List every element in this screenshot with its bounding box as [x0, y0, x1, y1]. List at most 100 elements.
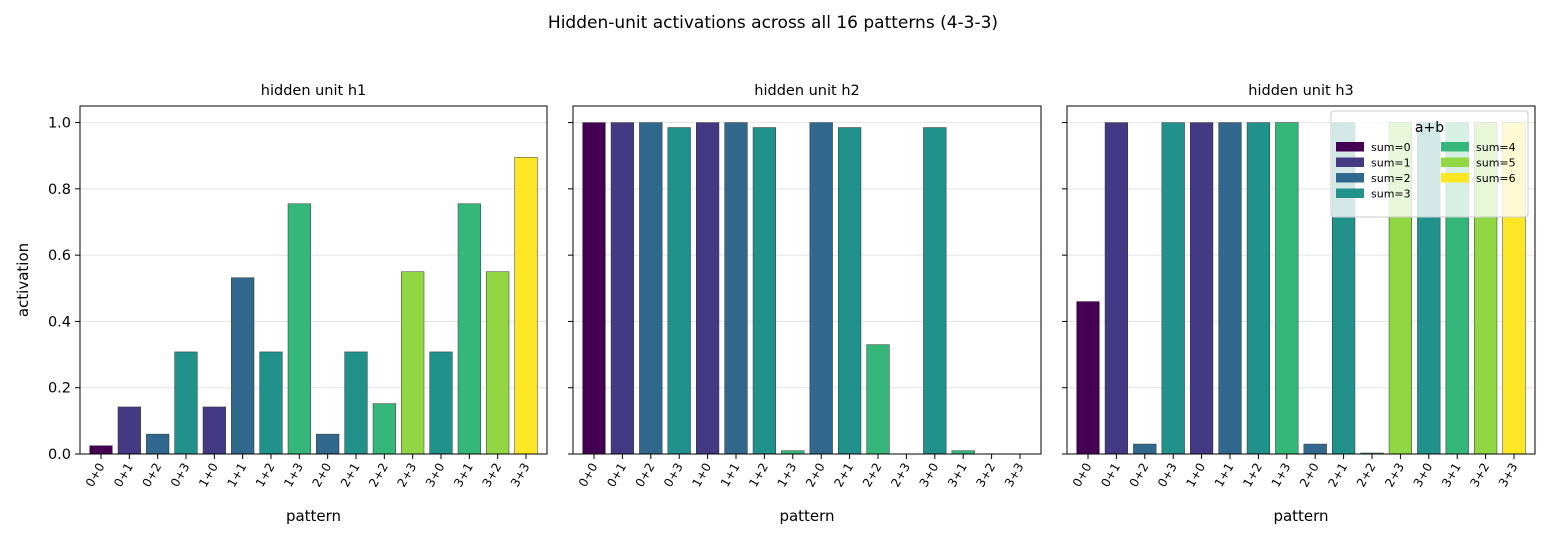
x-tick-label: 0+1: [1098, 461, 1123, 490]
x-tick-label: 0+0: [1070, 461, 1095, 490]
panel-title: hidden unit h3: [1248, 83, 1353, 99]
bar-0+0: [1076, 301, 1100, 455]
bar-0+0: [582, 122, 606, 455]
x-tick-label: 0+0: [83, 461, 108, 490]
legend-swatch: [1441, 157, 1469, 167]
bar-2+0: [1303, 443, 1327, 455]
x-tick-label: 1+2: [253, 461, 278, 490]
legend-entry: sum=0: [1371, 141, 1411, 154]
x-tick-label: 3+2: [973, 461, 998, 490]
bar-2+3: [401, 271, 425, 455]
bar-3+0: [923, 127, 947, 455]
bar-2+0: [809, 122, 833, 455]
x-axis-label: pattern: [779, 507, 834, 525]
bar-1+1: [231, 277, 255, 455]
bar-0+1: [117, 406, 141, 455]
bar-0+2: [639, 122, 663, 455]
panel-h3: 0+0 0+1 0+2 0+3 1+0 1+1 1+2 1+3 2+0 2+1 2+2 2+3 3+0 3…: [1062, 83, 1536, 525]
axes-frame: [79, 105, 548, 455]
x-tick-label: 3+2: [1467, 461, 1492, 490]
legend-swatch: [1336, 173, 1364, 183]
x-tick-label: 0+2: [139, 461, 164, 490]
x-tick-label: 0+3: [1155, 461, 1180, 490]
axes-frame: [572, 105, 1042, 455]
bar-0+2: [146, 433, 170, 455]
bar-2+1: [837, 127, 862, 455]
x-tick-label: 3+0: [423, 461, 448, 490]
legend-swatch: [1441, 173, 1469, 183]
x-tick-label: 0+1: [604, 461, 629, 490]
bar-1+3: [1275, 122, 1299, 455]
x-tick-label: 1+1: [224, 461, 249, 490]
bar-1+2: [752, 127, 777, 455]
y-tick-label: 0.0: [48, 447, 71, 463]
y-tick-label: 0.8: [48, 182, 71, 198]
x-tick-label: 3+1: [945, 461, 970, 490]
figure-title: Hidden-unit activations across all 16 pa…: [548, 13, 998, 33]
x-tick-label: 3+0: [1411, 461, 1436, 490]
legend-entry: sum=5: [1476, 157, 1516, 170]
x-tick-label: 3+1: [1439, 461, 1464, 490]
legend-swatch: [1336, 157, 1364, 167]
bar-1+0: [1189, 122, 1214, 455]
x-tick-label: 2+3: [888, 461, 913, 490]
y-tick-label: 1.0: [48, 116, 71, 132]
legend-box: [1330, 110, 1529, 218]
x-tick-label: 3+0: [917, 461, 942, 490]
legend-swatch: [1336, 142, 1364, 152]
bar-3+1: [457, 203, 481, 455]
bar-1+2: [1246, 122, 1271, 455]
x-tick-label: 3+3: [1002, 461, 1027, 490]
x-axis-label: pattern: [1273, 507, 1328, 525]
legend-entry: sum=2: [1371, 172, 1411, 185]
x-tick-label: 3+3: [508, 461, 533, 490]
bar-1+1: [724, 122, 748, 455]
y-tick-label: 0.2: [48, 381, 71, 397]
bar-1+2: [259, 351, 283, 455]
x-tick-label: 1+3: [281, 461, 306, 490]
panel-title: hidden unit h2: [754, 83, 859, 99]
y-tick-label: 0.6: [48, 248, 71, 264]
x-tick-label: 2+0: [309, 461, 334, 490]
bar-0+0: [89, 445, 113, 455]
bar-0+1: [1104, 122, 1129, 455]
legend-entry: sum=4: [1476, 141, 1516, 154]
panel-title: hidden unit h1: [261, 83, 366, 99]
bar-2+0: [316, 433, 340, 455]
bar-1+1: [1218, 122, 1242, 455]
x-tick-label: 1+0: [1183, 461, 1208, 490]
x-tick-label: 2+3: [1382, 461, 1407, 490]
panel-h1: 0+0 0+1 0+2 0+3 1+0 1+1 1+2 1+3 2+0 2+1 2+2 2+3 3+0 3…: [14, 83, 548, 525]
bar-2+2: [866, 344, 890, 455]
x-tick-label: 0+2: [1127, 461, 1152, 490]
bar-0+3: [1161, 122, 1185, 455]
x-tick-label: 2+1: [1325, 461, 1350, 490]
x-tick-label: 2+3: [394, 461, 419, 490]
x-tick-label: 2+0: [803, 461, 828, 490]
x-tick-label: 3+1: [451, 461, 476, 490]
panel-h2: 0+0 0+1 0+2 0+3 1+0 1+1 1+2 1+3 2+0 2+1 2+2 2+3 3+0 3…: [568, 83, 1042, 525]
x-tick-label: 0+2: [633, 461, 658, 490]
x-tick-label: 0+1: [111, 461, 136, 490]
legend-entry: sum=3: [1371, 188, 1411, 201]
x-tick-label: 3+3: [1496, 461, 1521, 490]
x-tick-label: 3+2: [479, 460, 504, 489]
bar-2+2: [372, 403, 396, 455]
x-tick-label: 2+0: [1297, 461, 1322, 490]
x-tick-label: 2+1: [831, 461, 856, 490]
x-tick-label: 1+2: [1240, 461, 1265, 490]
legend-title: a+b: [1415, 120, 1444, 136]
y-tick-label: 0.4: [48, 314, 71, 330]
legend-entry: sum=6: [1476, 172, 1516, 185]
bar-1+0: [695, 122, 720, 455]
legend-swatch: [1336, 188, 1364, 198]
x-tick-label: 1+0: [689, 461, 714, 490]
x-axis-label: pattern: [286, 507, 341, 525]
x-tick-label: 0+0: [576, 461, 601, 490]
bar-3+3: [514, 157, 538, 455]
legend-swatch: [1441, 142, 1469, 152]
bar-0+2: [1133, 443, 1157, 455]
legend: a+b sum=0 sum=1 sum=2 sum=3 sum=4 sum=5 sum=6: [1330, 110, 1529, 218]
bar-1+0: [202, 406, 226, 455]
